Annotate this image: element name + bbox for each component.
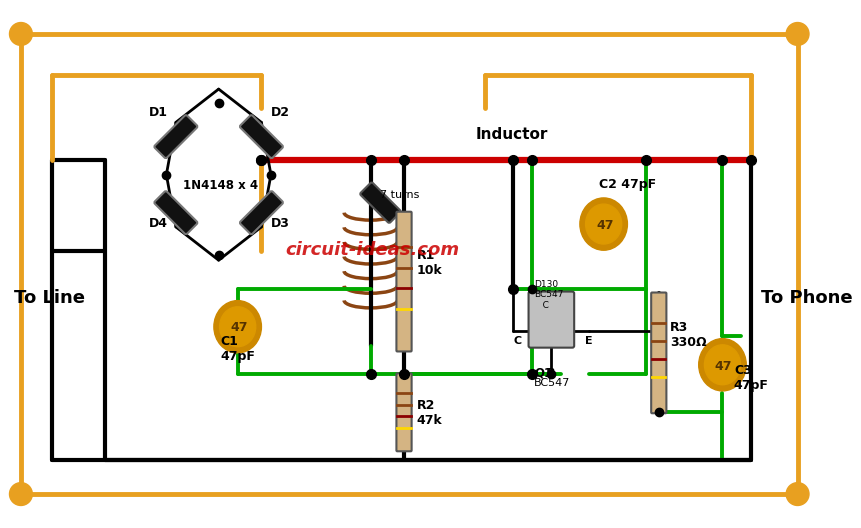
Text: D4: D4 — [149, 217, 168, 230]
Circle shape — [9, 483, 33, 505]
Text: 7 turns: 7 turns — [381, 191, 419, 201]
Ellipse shape — [585, 204, 622, 244]
Circle shape — [9, 23, 33, 45]
Text: 1N4148 x 4: 1N4148 x 4 — [183, 179, 257, 192]
FancyBboxPatch shape — [360, 183, 400, 223]
Text: BC547: BC547 — [535, 378, 571, 388]
Text: 47: 47 — [230, 322, 248, 335]
Text: E: E — [585, 336, 592, 346]
FancyBboxPatch shape — [529, 291, 574, 347]
Circle shape — [786, 483, 809, 505]
Text: Q1: Q1 — [535, 366, 553, 379]
Text: R3
330Ω: R3 330Ω — [670, 320, 707, 349]
Text: D3: D3 — [271, 217, 290, 230]
Ellipse shape — [699, 338, 746, 391]
FancyBboxPatch shape — [154, 191, 197, 234]
Circle shape — [786, 23, 809, 45]
Ellipse shape — [704, 345, 740, 385]
Ellipse shape — [220, 307, 256, 347]
Text: Inductor: Inductor — [475, 127, 548, 143]
Text: 47: 47 — [715, 360, 733, 373]
Text: D1: D1 — [149, 106, 168, 119]
Ellipse shape — [580, 198, 628, 250]
Text: R2
47k: R2 47k — [417, 399, 443, 427]
FancyBboxPatch shape — [240, 115, 283, 158]
Text: R1
10k: R1 10k — [417, 249, 443, 277]
FancyBboxPatch shape — [240, 191, 283, 234]
Text: To Line: To Line — [15, 289, 85, 307]
FancyBboxPatch shape — [396, 212, 412, 352]
FancyBboxPatch shape — [154, 115, 197, 158]
Text: B: B — [547, 368, 555, 378]
Ellipse shape — [214, 300, 262, 353]
Text: circuit-ideas.com: circuit-ideas.com — [285, 241, 459, 259]
Text: C2 47pF: C2 47pF — [599, 178, 656, 191]
FancyBboxPatch shape — [651, 293, 666, 413]
Text: C3
47pF: C3 47pF — [734, 364, 769, 392]
Text: D2: D2 — [271, 106, 290, 119]
Text: To Phone: To Phone — [760, 289, 852, 307]
Text: D130
BC547
   C: D130 BC547 C — [535, 280, 564, 310]
Text: 47: 47 — [596, 219, 614, 232]
FancyBboxPatch shape — [396, 373, 412, 451]
Text: C: C — [513, 336, 522, 346]
Text: C1
47pF: C1 47pF — [220, 335, 256, 363]
